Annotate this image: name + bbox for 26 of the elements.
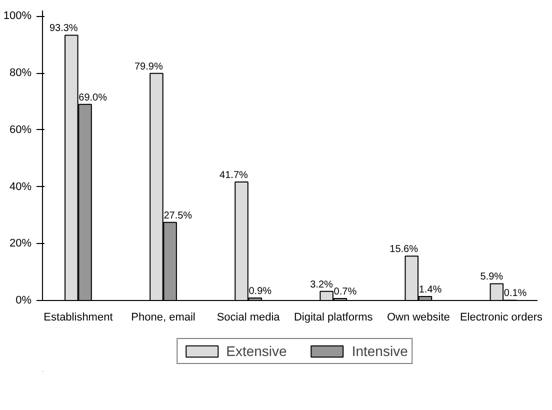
x-tick-label: Social media [216,312,281,324]
x-tick-label: Digital platforms [294,312,374,324]
y-tick-label: 20% [9,238,32,250]
data-label: 41.7% [220,170,248,181]
y-tick-label: 100% [3,10,32,22]
data-label: 0.1% [504,288,527,300]
data-label: 5.9% [480,272,504,283]
y-tick-label: 80% [9,67,32,80]
x-tick-label: Electronic orders [460,312,543,324]
x-tick-label: Own website [386,312,450,324]
data-label: 69.0% [78,92,108,104]
x-tick-label: Establishment [44,312,113,324]
y-tick-label: 60% [9,124,32,136]
y-tick-label: 40% [9,180,32,193]
data-label: 3.2% [310,279,334,290]
y-tick-label: 0% [16,294,32,306]
data-label: 15.6% [390,244,418,256]
data-label: 1.4% [418,284,442,296]
data-label: 27.5% [164,210,192,222]
legend-label: Extensive [226,343,287,359]
legend-label: Intensive [352,343,408,359]
data-label: 79.9% [134,61,163,72]
data-label: 93.3% [49,23,78,34]
x-tick-label: Phone, email [131,312,196,324]
data-label: 0.7% [334,286,357,298]
data-label: 0.9% [248,286,272,297]
